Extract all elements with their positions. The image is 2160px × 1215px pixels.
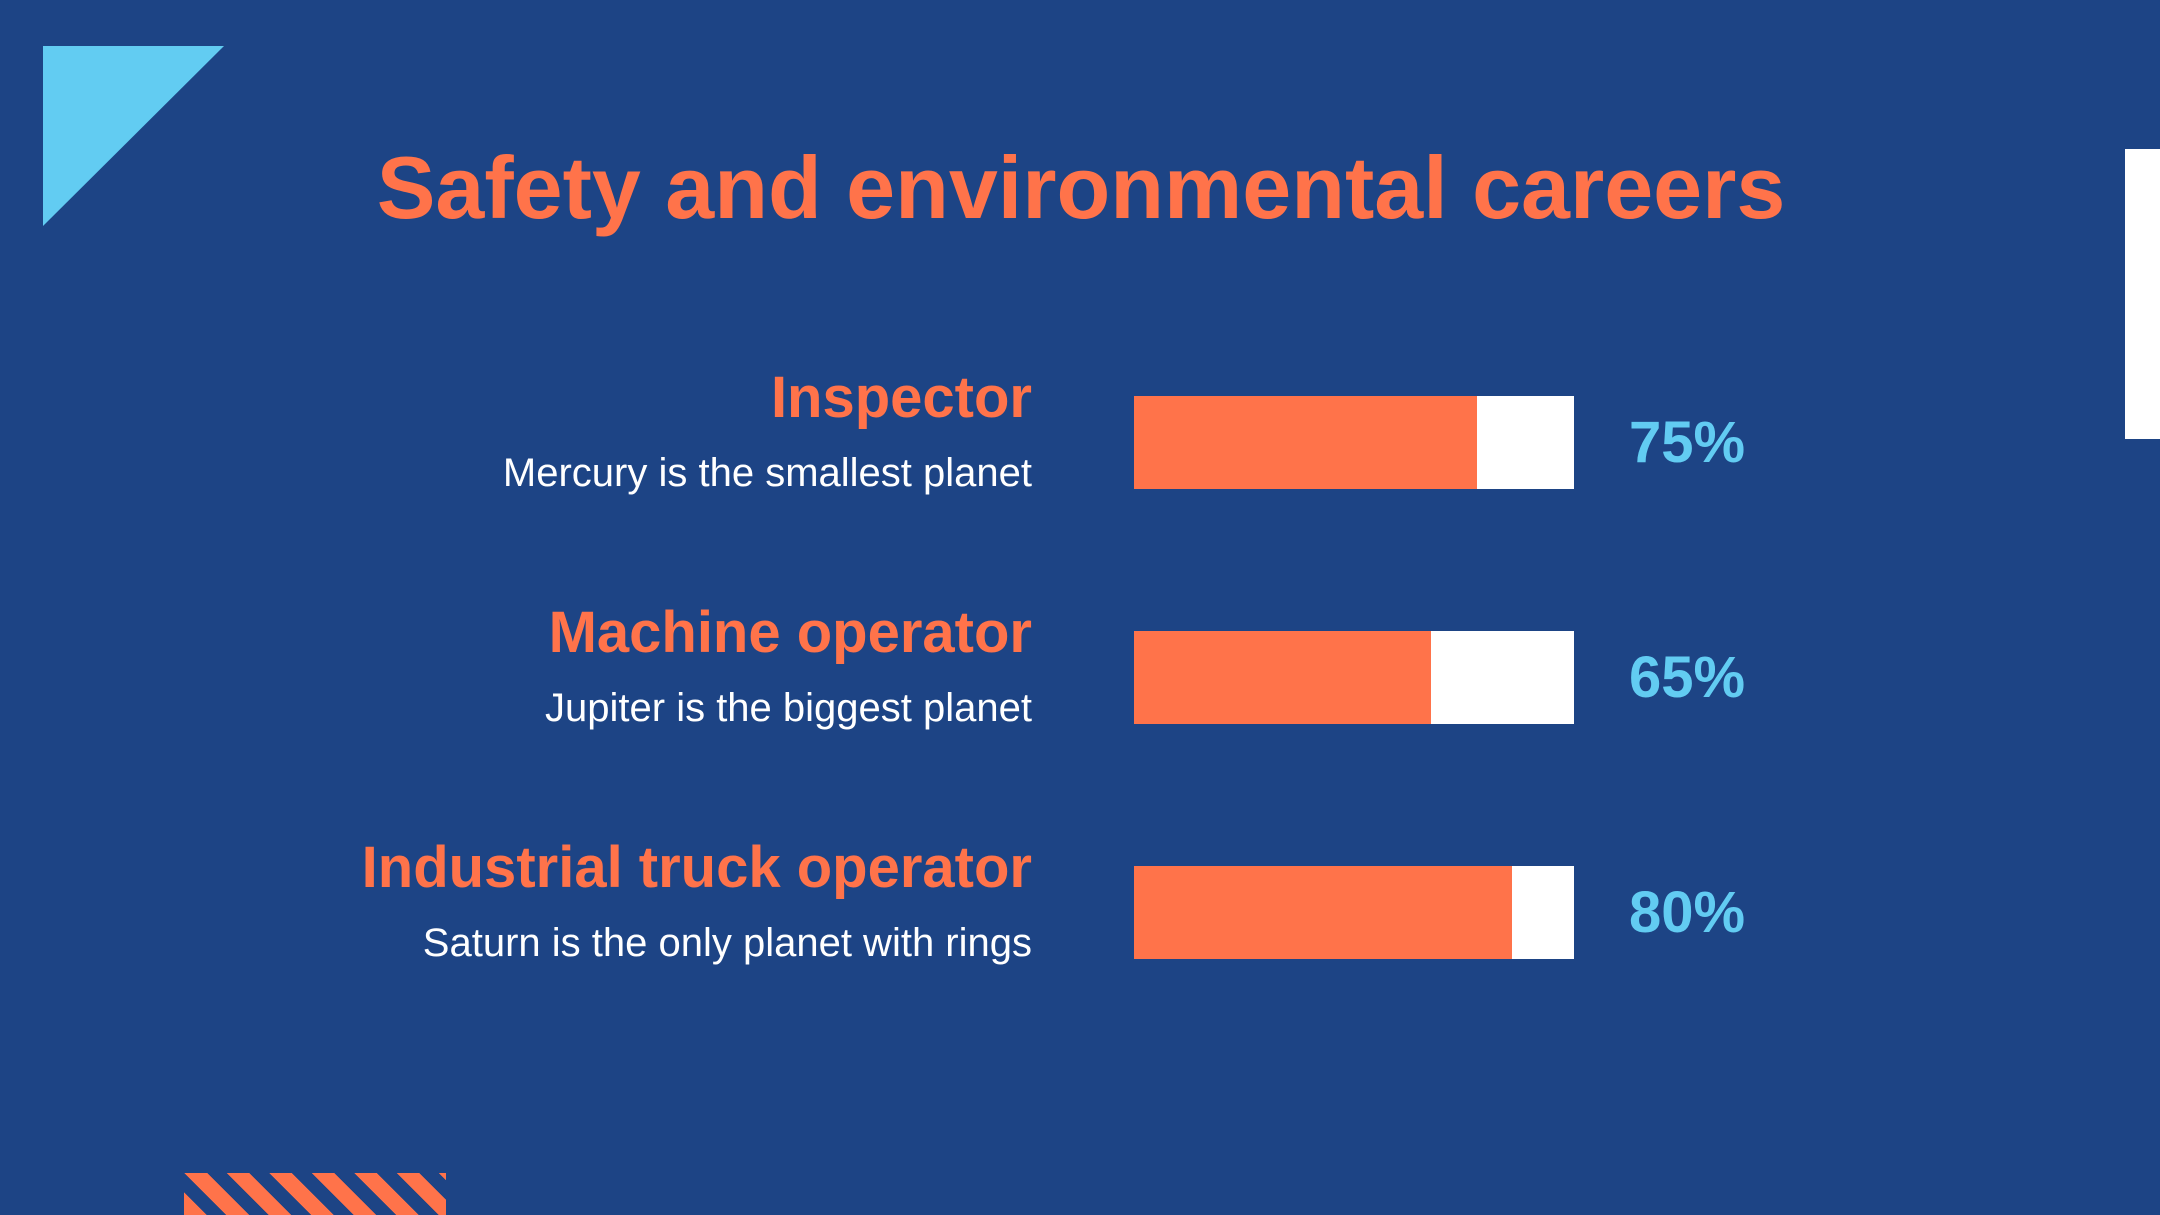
career-description: Saturn is the only planet with rings <box>422 921 1032 965</box>
progress-fill <box>1134 866 1513 959</box>
career-name: Machine operator <box>548 600 1032 665</box>
progress-track <box>1134 631 1574 724</box>
striped-decoration <box>184 1173 446 1215</box>
career-row-inspector: Inspector Mercury is the smallest planet… <box>0 365 2160 565</box>
progress-track <box>1134 396 1574 489</box>
percent-value: 65% <box>1629 645 1746 710</box>
percent-value: 75% <box>1629 410 1746 475</box>
edge-bar-decoration <box>2125 149 2160 439</box>
progress-fill <box>1134 631 1431 724</box>
career-name: Inspector <box>770 365 1032 430</box>
career-description: Jupiter is the biggest planet <box>545 686 1032 730</box>
career-name: Industrial truck operator <box>361 835 1032 900</box>
career-row-industrial-truck-operator: Industrial truck operator Saturn is the … <box>0 835 2160 1035</box>
progress-track <box>1134 866 1574 959</box>
progress-fill <box>1134 396 1478 489</box>
slide-title: Safety and environmental careers <box>376 138 1786 237</box>
career-row-machine-operator: Machine operator Jupiter is the biggest … <box>0 600 2160 800</box>
percent-value: 80% <box>1629 880 1746 945</box>
career-description: Mercury is the smallest planet <box>502 451 1032 495</box>
